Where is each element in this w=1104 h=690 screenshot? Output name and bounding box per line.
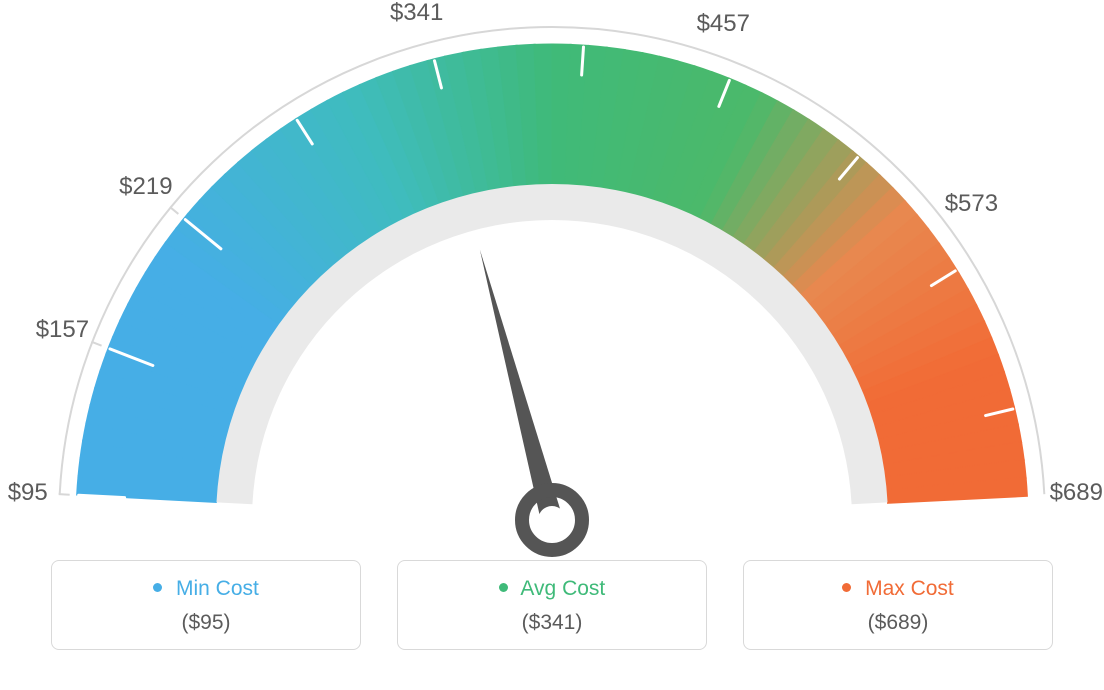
legend-title-text: Min Cost: [176, 577, 259, 600]
legend-row: Min Cost ($95) Avg Cost ($341) Max Cost …: [0, 560, 1104, 650]
legend-card-min: Min Cost ($95): [51, 560, 361, 650]
legend-card-avg: Avg Cost ($341): [397, 560, 707, 650]
gauge-tick-label: $689: [1050, 479, 1103, 507]
legend-title-text: Max Cost: [865, 577, 954, 600]
dot-icon: [842, 583, 851, 592]
gauge-tick-label: $157: [36, 316, 89, 344]
legend-value-max: ($689): [744, 611, 1052, 635]
legend-title-max: Max Cost: [744, 577, 1052, 601]
dot-icon: [499, 583, 508, 592]
gauge-tick-label: $219: [119, 173, 172, 201]
dot-icon: [153, 583, 162, 592]
gauge-tick-label: $457: [697, 10, 750, 38]
legend-title-min: Min Cost: [52, 577, 360, 601]
gauge-tick-label: $573: [945, 190, 998, 218]
legend-title-text: Avg Cost: [520, 577, 605, 600]
legend-value-avg: ($341): [398, 611, 706, 635]
legend-card-max: Max Cost ($689): [743, 560, 1053, 650]
gauge-tick-label: $95: [8, 479, 48, 507]
gauge-tick-label: $341: [390, 0, 443, 27]
legend-value-min: ($95): [52, 611, 360, 635]
gauge-chart: $95 $157 $219 $341 $457 $573 $689: [0, 0, 1104, 560]
legend-title-avg: Avg Cost: [398, 577, 706, 601]
